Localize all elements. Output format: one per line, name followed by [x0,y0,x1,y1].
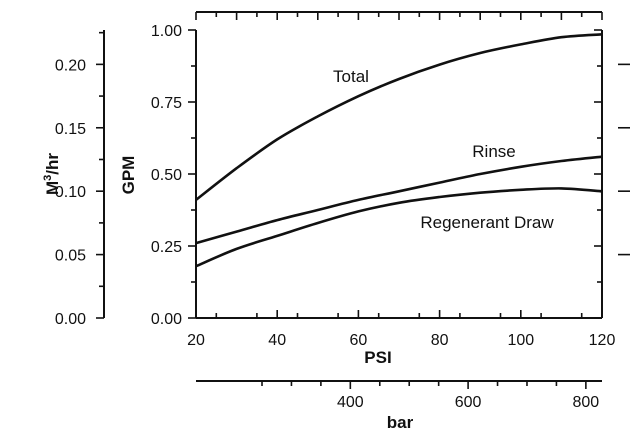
y-tick-label: 0.50 [151,167,182,184]
y-axis-title: GPM [119,156,138,195]
secondary-x-axis: bar 40060080010001200140016001800 [196,380,602,432]
x-tick-label: 80 [431,332,449,349]
y-tick-label: 1.00 [151,23,182,40]
secondary-y-tick-label: 0.10 [55,184,86,201]
right-tick-stubs [618,63,630,256]
secondary-y-tick-label: 0.20 [55,57,86,74]
series-line-regenerant-draw [195,187,603,268]
secondary-x-tick-label: 600 [455,394,482,411]
secondary-x-tick-label: 400 [337,394,364,411]
x-tick-label: 20 [187,332,205,349]
secondary-y-tick-label: 0.00 [55,311,86,328]
secondary-y-tick-label: 0.05 [55,248,86,265]
series-group [195,33,603,268]
series-labels: Total Rinse Regenerant Draw [333,67,554,232]
y-tick-label: 0.00 [151,311,182,328]
secondary-x-axis-title: bar [387,413,414,432]
secondary-y-axis-label: M3/hr [42,153,62,195]
x-tick-label: 40 [268,332,286,349]
secondary-y-tick-label: 0.15 [55,121,86,138]
secondary-x-tick-label: 800 [573,394,600,411]
x-tick-label: 60 [350,332,368,349]
y-tick-label: 0.75 [151,95,182,112]
x-tick-label: 120 [589,332,616,349]
series-label: Regenerant Draw [420,213,554,232]
secondary-y-axis: M3/hr 0.00 0.05 0.10 0.15 0.20 [42,30,105,328]
series-line-rinse [195,155,603,245]
series-line-total [195,33,603,201]
y-tick-label: 0.25 [151,239,182,256]
top-tick-ruler [195,11,603,20]
x-axis-title: PSI [364,348,391,367]
x-tick-label: 100 [507,332,534,349]
series-label: Rinse [472,142,515,161]
plot-area: GPM PSI 0.00 0.25 0.50 0.75 1.00 20 40 60 80 100 1… [119,23,615,367]
series-label: Total [333,67,369,86]
